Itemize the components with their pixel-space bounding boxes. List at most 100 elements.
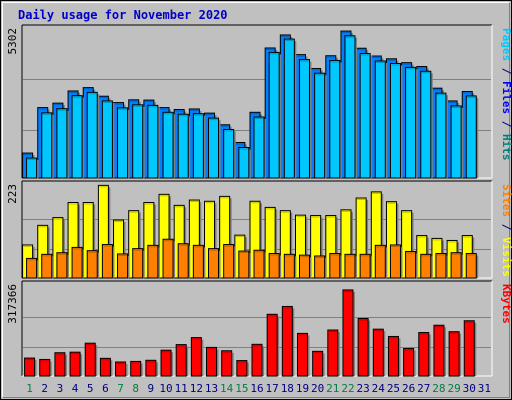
bar-kbytes-day-25 bbox=[387, 335, 399, 377]
bar-pages-day-28 bbox=[435, 92, 447, 179]
day-label-17: 17 bbox=[266, 382, 279, 395]
legend-part: KBytes bbox=[500, 284, 512, 324]
day-label-31: 31 bbox=[478, 382, 491, 395]
bar-sites-day-3 bbox=[56, 252, 68, 279]
day-label-5: 5 bbox=[87, 382, 94, 395]
day-label-28: 28 bbox=[432, 382, 445, 395]
bar-pages-day-16 bbox=[253, 116, 265, 179]
bar-pages-day-25 bbox=[389, 62, 401, 179]
bar-sites-day-8 bbox=[132, 248, 144, 279]
bar-kbytes-day-9 bbox=[145, 359, 157, 377]
bar-sites-day-23 bbox=[359, 253, 371, 279]
bar-pages-day-29 bbox=[450, 105, 462, 179]
bar-kbytes-day-19 bbox=[296, 332, 308, 377]
bar-sites-day-16 bbox=[253, 249, 265, 279]
bar-pages-day-12 bbox=[192, 113, 204, 179]
bar-kbytes-day-28 bbox=[433, 324, 445, 377]
bar-sites-day-12 bbox=[192, 244, 204, 279]
bar-kbytes-day-14 bbox=[221, 350, 233, 377]
bar-pages-day-24 bbox=[374, 60, 386, 179]
series-legend-kbytes: KBytes bbox=[500, 284, 512, 324]
legend-part: / bbox=[500, 61, 512, 81]
bar-pages-day-2 bbox=[41, 112, 53, 179]
bar-sites-day-19 bbox=[298, 254, 310, 279]
bar-pages-day-3 bbox=[56, 108, 68, 179]
bar-kbytes-day-21 bbox=[327, 329, 339, 377]
day-label-13: 13 bbox=[205, 382, 218, 395]
axis-max-label: 317366 bbox=[6, 284, 19, 324]
bar-kbytes-day-29 bbox=[448, 331, 460, 377]
bar-pages-day-6 bbox=[101, 100, 113, 179]
day-label-22: 22 bbox=[341, 382, 354, 395]
bar-kbytes-day-6 bbox=[99, 357, 111, 377]
bar-pages-day-21 bbox=[329, 59, 341, 179]
bar-pages-day-5 bbox=[86, 91, 98, 179]
bar-sites-day-1 bbox=[26, 257, 38, 279]
legend-part: / bbox=[500, 114, 512, 134]
day-label-24: 24 bbox=[372, 382, 386, 395]
bar-sites-day-28 bbox=[435, 253, 447, 279]
bar-sites-day-6 bbox=[101, 244, 113, 279]
bar-sites-day-14 bbox=[223, 244, 235, 279]
bar-pages-day-18 bbox=[283, 38, 295, 179]
bar-pages-day-4 bbox=[71, 95, 83, 179]
bar-sites-day-18 bbox=[283, 253, 295, 279]
bar-kbytes-day-12 bbox=[190, 337, 202, 377]
bar-kbytes-day-3 bbox=[54, 352, 66, 377]
bar-kbytes-day-30 bbox=[463, 320, 475, 377]
bar-kbytes-day-16 bbox=[251, 343, 263, 377]
bar-sites-day-2 bbox=[41, 253, 53, 279]
bar-sites-day-5 bbox=[86, 250, 98, 279]
bar-pages-day-23 bbox=[359, 53, 371, 179]
day-label-15: 15 bbox=[235, 382, 248, 395]
day-label-6: 6 bbox=[102, 382, 109, 395]
day-label-7: 7 bbox=[117, 382, 124, 395]
bar-kbytes-day-20 bbox=[312, 350, 324, 377]
day-label-3: 3 bbox=[57, 382, 64, 395]
bar-sites-day-20 bbox=[314, 255, 326, 279]
bar-kbytes-day-1 bbox=[24, 357, 36, 377]
bar-pages-day-17 bbox=[268, 51, 280, 179]
day-label-11: 11 bbox=[175, 382, 188, 395]
legend-part: Files bbox=[500, 81, 512, 114]
day-label-25: 25 bbox=[387, 382, 400, 395]
day-label-9: 9 bbox=[148, 382, 155, 395]
bar-pages-day-7 bbox=[117, 107, 129, 179]
bar-kbytes-day-22 bbox=[342, 289, 354, 377]
bar-kbytes-day-26 bbox=[403, 348, 415, 377]
day-label-2: 2 bbox=[41, 382, 48, 395]
day-label-14: 14 bbox=[220, 382, 234, 395]
day-label-4: 4 bbox=[72, 382, 79, 395]
bar-kbytes-day-13 bbox=[206, 346, 218, 377]
bar-sites-day-26 bbox=[405, 250, 417, 279]
bar-pages-day-8 bbox=[132, 104, 144, 179]
bar-sites-day-11 bbox=[177, 243, 189, 279]
series-legend-visits-sites: Sites / Visits bbox=[500, 184, 512, 277]
bar-sites-day-4 bbox=[71, 246, 83, 279]
bar-sites-day-30 bbox=[465, 253, 477, 279]
legend-part: Visits bbox=[500, 237, 512, 277]
bar-kbytes-day-17 bbox=[266, 313, 278, 377]
bar-sites-day-22 bbox=[344, 253, 356, 279]
bar-kbytes-day-15 bbox=[236, 360, 248, 377]
bar-sites-day-27 bbox=[420, 253, 432, 279]
axis-max-label: 5302 bbox=[6, 28, 19, 55]
bar-pages-day-9 bbox=[147, 104, 159, 179]
bar-kbytes-day-24 bbox=[372, 328, 384, 377]
bar-sites-day-29 bbox=[450, 252, 462, 279]
bar-sites-day-25 bbox=[389, 244, 401, 279]
bar-pages-day-13 bbox=[208, 117, 220, 179]
bar-sites-day-17 bbox=[268, 253, 280, 279]
bar-pages-day-26 bbox=[405, 66, 417, 179]
day-label-16: 16 bbox=[250, 382, 263, 395]
day-label-10: 10 bbox=[159, 382, 172, 395]
day-label-23: 23 bbox=[357, 382, 370, 395]
bar-sites-day-9 bbox=[147, 244, 159, 279]
legend-part: Sites bbox=[500, 184, 512, 217]
day-label-21: 21 bbox=[326, 382, 339, 395]
bar-pages-day-14 bbox=[223, 128, 235, 179]
day-label-20: 20 bbox=[311, 382, 324, 395]
legend-part: / bbox=[500, 217, 512, 237]
